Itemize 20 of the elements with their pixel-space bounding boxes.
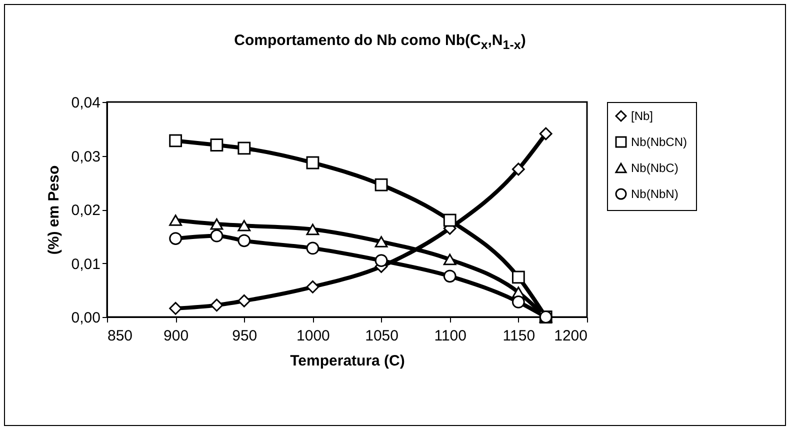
y-tick-label: 0,04: [71, 94, 100, 112]
legend-label: [Nb]: [631, 109, 654, 123]
x-tick-label: 900: [164, 328, 189, 344]
x-tick-label: 1050: [365, 328, 398, 344]
x-tick-label: 1000: [296, 328, 330, 344]
y-tick-label: 0,01: [71, 256, 100, 273]
legend-label: Nb(NbN): [631, 187, 678, 201]
y-tick-label: 0,00: [71, 310, 100, 326]
x-tick-label: 1100: [434, 328, 466, 344]
legend-label: Nb(NbC): [631, 161, 678, 175]
x-tick-label: 950: [232, 328, 258, 344]
y-tick-label: 0,03: [71, 148, 100, 166]
y-tick-label: 0,02: [71, 202, 100, 219]
x-tick-label: 1150: [502, 328, 536, 344]
x-tick-label: 1200: [554, 328, 588, 344]
y-axis-title: (%) em Peso: [45, 165, 62, 255]
legend-label: Nb(NbCN): [631, 135, 688, 149]
x-tick-label: 850: [108, 328, 133, 344]
chart-title: Comportamento do Nb como Nb(C$_{x}$,N$_{1-x}$): [233, 32, 527, 52]
x-axis-title: Temperatura (C): [290, 352, 405, 370]
